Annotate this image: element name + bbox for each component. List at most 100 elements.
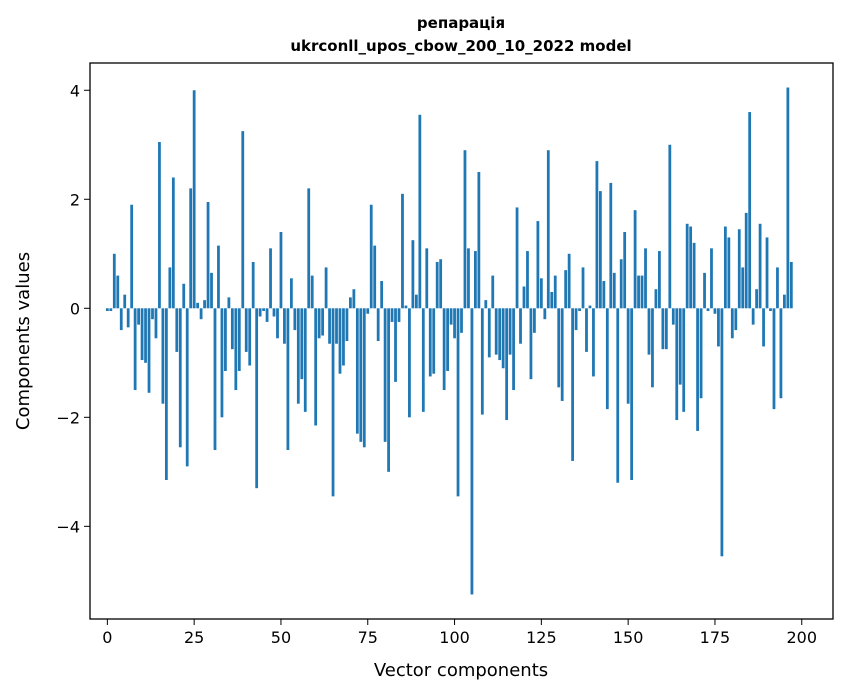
bar-32 (217, 245, 220, 309)
bar-11 (144, 308, 147, 363)
bar-40 (244, 308, 248, 352)
bar-21 (178, 308, 182, 448)
bar-129 (553, 275, 557, 309)
y-tick-label: −2 (56, 408, 80, 427)
bar-4 (119, 308, 123, 331)
bar-13 (151, 308, 154, 320)
bar-81 (387, 308, 390, 472)
bar-10 (140, 308, 144, 361)
bar-15 (158, 142, 161, 309)
bar-143 (602, 281, 606, 309)
bar-196 (786, 87, 790, 309)
bar-145 (609, 182, 613, 309)
bar-38 (237, 308, 241, 371)
x-tick-label: 0 (102, 628, 112, 647)
bar-117 (512, 308, 515, 391)
bar-190 (765, 237, 769, 309)
bar-149 (623, 231, 627, 309)
bar-84 (397, 308, 401, 322)
bar-95 (435, 261, 439, 309)
chart-title-line-1: репарація (417, 14, 505, 32)
bar-151 (630, 308, 634, 480)
bar-7 (130, 204, 134, 309)
bar-116 (508, 308, 512, 355)
bar-68 (342, 308, 345, 366)
bar-74 (362, 308, 366, 448)
bar-159 (658, 251, 661, 309)
bar-29 (206, 202, 210, 309)
x-tick-label: 200 (786, 628, 817, 647)
x-tick-label: 25 (184, 628, 204, 647)
bar-31 (213, 308, 217, 451)
bar-8 (133, 308, 137, 391)
bar-167 (685, 223, 689, 309)
x-tick-label: 50 (271, 628, 291, 647)
bar-0 (105, 308, 109, 312)
bar-34 (224, 308, 227, 371)
bar-19 (171, 177, 175, 309)
bar-188 (758, 223, 762, 309)
bar-178 (723, 226, 727, 309)
bar-176 (717, 308, 720, 347)
bar-148 (619, 259, 623, 309)
bar-172 (703, 272, 706, 309)
bar-166 (682, 308, 686, 412)
bar-58 (307, 188, 311, 309)
bar-61 (317, 308, 321, 339)
bar-101 (456, 308, 460, 497)
bar-62 (321, 308, 325, 336)
bar-195 (783, 294, 786, 309)
bar-73 (359, 308, 363, 442)
bar-77 (373, 245, 377, 309)
bar-138 (585, 308, 588, 352)
plot-frame (89, 62, 834, 620)
bar-91 (421, 308, 425, 412)
bar-118 (515, 207, 519, 309)
bar-132 (564, 270, 568, 309)
bar-197 (789, 261, 793, 309)
bar-192 (772, 308, 776, 410)
bar-83 (394, 308, 397, 382)
bar-14 (154, 308, 158, 339)
bar-49 (276, 308, 279, 339)
bar-90 (418, 114, 422, 309)
bar-111 (491, 275, 495, 309)
bar-82 (390, 308, 394, 322)
bar-107 (477, 172, 481, 309)
bar-66 (335, 308, 338, 344)
bar-22 (182, 283, 186, 309)
bar-48 (272, 308, 276, 317)
bar-106 (474, 251, 477, 309)
bar-54 (293, 308, 297, 331)
bar-146 (612, 272, 616, 309)
bar-175 (713, 308, 717, 314)
bar-28 (203, 300, 206, 309)
x-tick-label: 175 (700, 628, 731, 647)
bar-27 (199, 308, 203, 320)
x-tick-label: 125 (526, 628, 557, 647)
bar-152 (633, 210, 637, 309)
bar-183 (741, 267, 745, 309)
bar-147 (616, 308, 620, 483)
bar-1 (109, 308, 113, 312)
bar-131 (560, 308, 564, 401)
x-axis-label: Vector components (374, 660, 548, 681)
bar-157 (651, 308, 654, 388)
bar-63 (324, 267, 328, 309)
bar-23 (185, 308, 189, 467)
bar-30 (210, 272, 213, 309)
bar-162 (668, 144, 672, 309)
bar-43 (255, 308, 259, 489)
bar-69 (345, 308, 349, 341)
bar-55 (296, 308, 300, 404)
bar-35 (227, 297, 231, 309)
bar-37 (234, 308, 238, 391)
bar-128 (550, 291, 554, 309)
bar-160 (661, 308, 665, 350)
bar-120 (522, 286, 526, 309)
bar-79 (380, 281, 384, 309)
bar-52 (286, 308, 290, 451)
bar-119 (519, 308, 522, 344)
y-tick-label: −4 (56, 517, 80, 536)
bar-56 (300, 308, 304, 380)
